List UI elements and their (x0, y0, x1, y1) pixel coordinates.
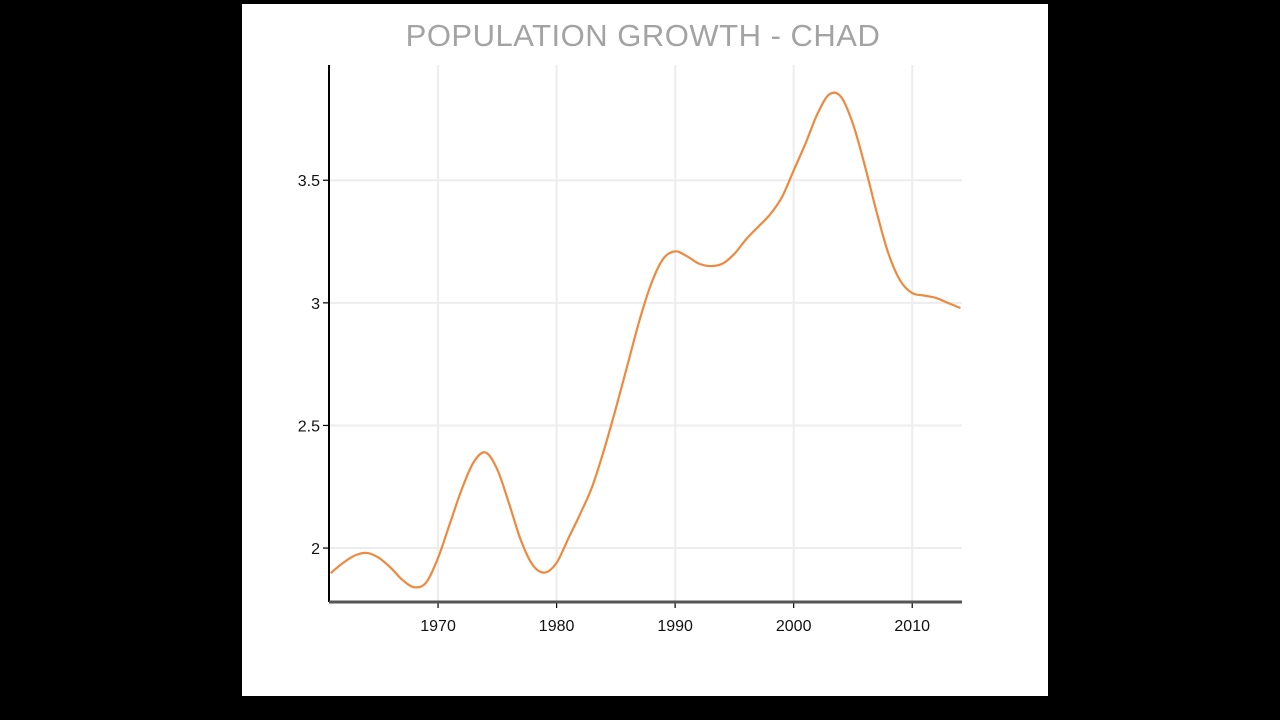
data-point (567, 537, 569, 539)
x-tick-label: 2010 (894, 618, 930, 635)
data-point (484, 451, 486, 453)
series-line (330, 91, 961, 589)
chart-title: POPULATION GROWTH - CHAD (405, 18, 881, 53)
x-tick-label: 1990 (657, 618, 693, 635)
data-point (378, 557, 380, 559)
data-point (769, 213, 771, 215)
data-point (840, 96, 842, 98)
gridlines (329, 65, 962, 602)
y-tick-label: 3 (311, 296, 320, 313)
data-point (804, 142, 806, 144)
data-point (532, 564, 534, 566)
data-point (389, 566, 391, 568)
data-point (662, 258, 664, 260)
data-point (330, 571, 332, 573)
series-layer (330, 91, 961, 589)
data-point (709, 265, 711, 267)
data-point (508, 503, 510, 505)
data-point (627, 363, 629, 365)
data-point (852, 123, 854, 125)
chart-panel: POPULATION GROWTH - CHAD 2 2.5 3 3.5 1970 198… (242, 4, 1048, 696)
data-point (354, 554, 356, 556)
data-point (686, 255, 688, 257)
data-point (425, 581, 427, 583)
data-point (828, 93, 830, 95)
data-point (449, 522, 451, 524)
data-point (603, 449, 605, 451)
data-point (555, 562, 557, 564)
data-point (342, 562, 344, 564)
data-point (591, 486, 593, 488)
data-point (781, 196, 783, 198)
data-point (615, 407, 617, 409)
data-point (875, 211, 877, 213)
data-point (721, 262, 723, 264)
x-tick-label: 1970 (420, 618, 456, 635)
data-point (520, 539, 522, 541)
data-point (864, 164, 866, 166)
data-point (544, 571, 546, 573)
x-tick-label: 2000 (776, 618, 812, 635)
data-point (366, 552, 368, 554)
data-point (437, 557, 439, 559)
data-point (792, 169, 794, 171)
x-tick-label: 1980 (539, 618, 575, 635)
chart-plot: 2 2.5 3 3.5 1970 1980 1990 2000 2010 (298, 65, 962, 635)
data-point (958, 307, 960, 309)
data-point (674, 250, 676, 252)
data-point (733, 253, 735, 255)
data-point (911, 292, 913, 294)
y-tick-label: 2 (311, 541, 320, 558)
data-point (887, 253, 889, 255)
data-point (496, 468, 498, 470)
data-point (579, 513, 581, 515)
data-point (757, 226, 759, 228)
y-tick-label: 2.5 (298, 418, 320, 435)
axes (323, 65, 962, 608)
data-point (745, 238, 747, 240)
data-point (401, 579, 403, 581)
data-point (413, 586, 415, 588)
data-point (698, 262, 700, 264)
data-point (935, 297, 937, 299)
data-point (947, 302, 949, 304)
data-point (650, 282, 652, 284)
y-tick-label: 3.5 (298, 173, 320, 190)
data-point (638, 319, 640, 321)
data-point (923, 294, 925, 296)
data-point (472, 461, 474, 463)
data-point (461, 488, 463, 490)
data-point (816, 113, 818, 115)
data-point (899, 280, 901, 282)
tick-labels: 2 2.5 3 3.5 1970 1980 1990 2000 2010 (298, 173, 930, 635)
